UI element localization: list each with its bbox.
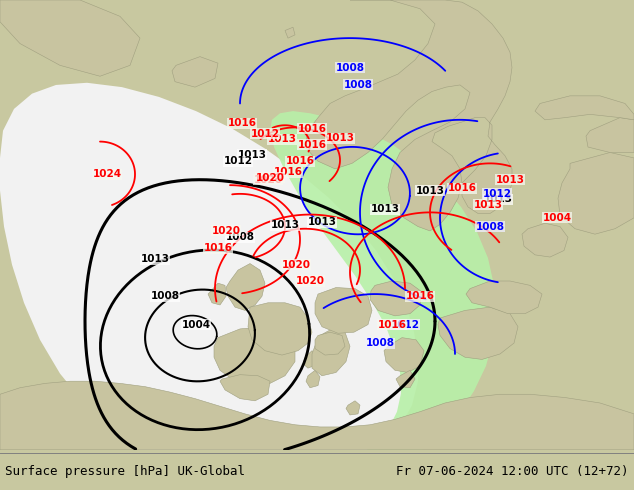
Text: 1008: 1008: [226, 232, 254, 243]
Polygon shape: [466, 281, 542, 314]
Polygon shape: [305, 0, 512, 231]
Polygon shape: [0, 381, 634, 450]
Polygon shape: [226, 264, 265, 310]
Text: 1012: 1012: [482, 189, 512, 199]
Text: 1016: 1016: [406, 291, 434, 301]
Text: 1013: 1013: [268, 134, 297, 145]
Text: 1004: 1004: [181, 319, 210, 330]
Text: Surface pressure [hPa] UK-Global: Surface pressure [hPa] UK-Global: [5, 466, 245, 478]
Text: 1016: 1016: [377, 319, 406, 330]
Polygon shape: [370, 281, 422, 316]
Text: 1016: 1016: [297, 140, 327, 150]
Text: 1008: 1008: [150, 291, 179, 301]
Text: 1012: 1012: [250, 129, 280, 139]
Polygon shape: [208, 283, 226, 305]
Polygon shape: [522, 223, 568, 257]
Polygon shape: [270, 111, 496, 490]
Text: 1020: 1020: [256, 172, 285, 183]
Text: 1016: 1016: [228, 118, 257, 128]
Polygon shape: [558, 152, 634, 234]
Text: 1013: 1013: [415, 186, 444, 196]
Text: 1008: 1008: [335, 63, 365, 73]
Polygon shape: [315, 288, 372, 333]
Polygon shape: [312, 329, 350, 376]
Text: 1013: 1013: [238, 149, 266, 160]
Polygon shape: [0, 83, 418, 490]
Text: 1020: 1020: [281, 260, 311, 270]
Polygon shape: [0, 0, 140, 76]
Text: 1024: 1024: [93, 169, 122, 179]
Text: 1016: 1016: [204, 244, 233, 253]
Polygon shape: [438, 307, 518, 360]
Text: 1004: 1004: [543, 213, 572, 223]
Text: 1020: 1020: [212, 226, 240, 236]
Text: 1012: 1012: [224, 156, 252, 166]
Text: 1013: 1013: [307, 217, 337, 227]
Text: 1016: 1016: [273, 167, 302, 177]
Text: 1013: 1013: [370, 204, 399, 214]
Text: 1008: 1008: [365, 338, 394, 348]
Polygon shape: [285, 27, 295, 38]
Polygon shape: [303, 351, 318, 368]
Text: 1013: 1013: [496, 175, 524, 185]
Polygon shape: [172, 57, 218, 87]
Text: 1016: 1016: [297, 123, 327, 133]
Polygon shape: [396, 370, 415, 388]
Text: 1008: 1008: [476, 221, 505, 232]
Polygon shape: [248, 303, 312, 355]
Text: 1012: 1012: [391, 319, 420, 330]
Polygon shape: [346, 401, 360, 415]
Text: 1013: 1013: [141, 254, 169, 264]
Polygon shape: [214, 327, 295, 387]
Text: 1013: 1013: [484, 195, 512, 204]
Text: 1016: 1016: [448, 183, 477, 194]
Polygon shape: [586, 118, 634, 152]
Text: 1020: 1020: [295, 276, 325, 286]
Polygon shape: [535, 96, 634, 120]
Text: 1016: 1016: [285, 156, 314, 166]
Polygon shape: [220, 375, 270, 401]
Text: 1020: 1020: [254, 175, 283, 185]
Polygon shape: [384, 338, 424, 372]
Text: 1013: 1013: [474, 200, 503, 210]
Polygon shape: [306, 370, 320, 388]
Text: Fr 07-06-2024 12:00 UTC (12+72): Fr 07-06-2024 12:00 UTC (12+72): [396, 466, 629, 478]
Text: 1013: 1013: [325, 133, 354, 143]
Text: 1013: 1013: [271, 220, 299, 230]
Text: 1008: 1008: [344, 80, 373, 90]
Polygon shape: [315, 332, 345, 355]
